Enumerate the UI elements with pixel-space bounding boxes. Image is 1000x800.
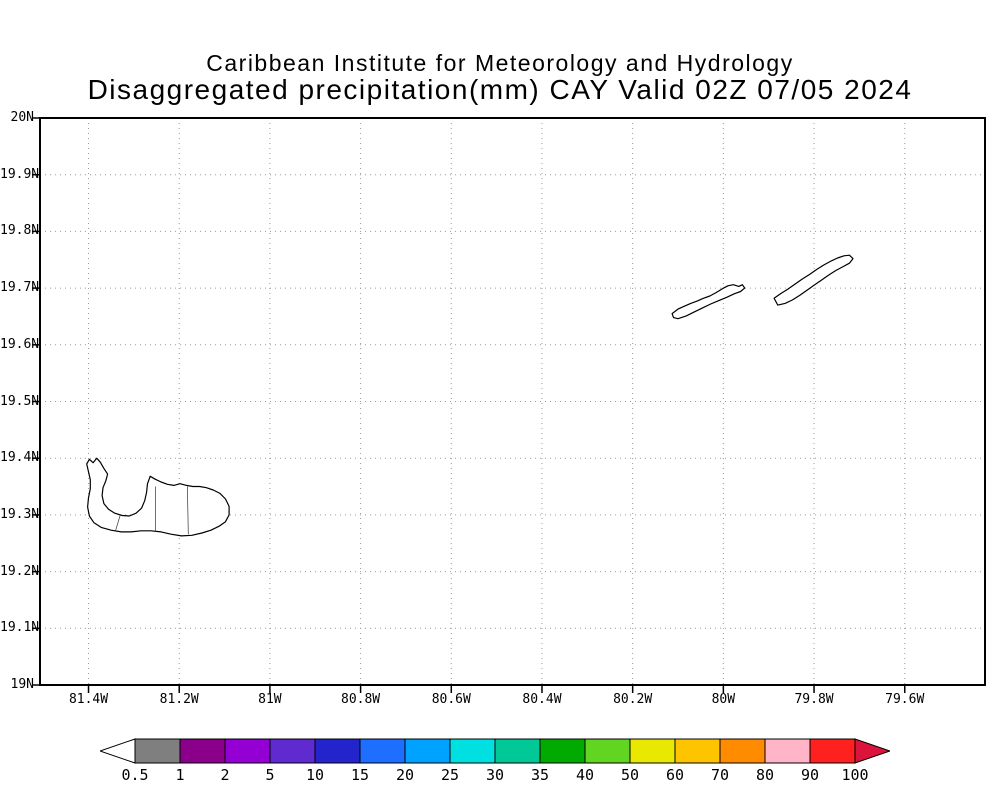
colorbar-tick-label: 10 [305,766,325,784]
colorbar-tick-label: 100 [841,766,869,784]
colorbar-segment [674,738,721,764]
colorbar-segment [539,738,586,764]
colorbar-tick-label: 0.5 [121,766,149,784]
colorbar-tick-label: 90 [800,766,820,784]
x-axis-tick-label: 79.8W [794,692,834,707]
colorbar-tick-label: 25 [440,766,460,784]
colorbar-tick-label: 30 [485,766,505,784]
colorbar-segment [269,738,316,764]
x-axis-tick-label: 80.4W [522,692,562,707]
colorbar-tick-label: 50 [620,766,640,784]
map-canvas [32,117,986,693]
district-boundary [115,514,121,531]
coastline-grand-cayman [86,457,230,537]
colorbar-tick-label: 80 [755,766,775,784]
y-axis-tick-label: 19.1N [0,620,40,636]
y-axis-tick-label: 19.4N [0,450,40,466]
y-axis-tick-label: 19N [10,677,34,692]
coastline-little-cayman [671,284,746,320]
colorbar-tick-label: 70 [710,766,730,784]
colorbar-segment [584,738,631,764]
colorbar-segment [809,738,856,764]
x-axis-tick-label: 81.4W [68,692,109,707]
x-axis-tick-label: 80.6W [431,692,471,707]
x-axis-tick-label: 80W [711,692,736,707]
y-axis-tick-label: 19.8N [0,223,40,239]
colorbar-right-arrow [854,738,890,764]
x-axis-tick-label: 79.6W [885,692,925,707]
district-boundary [187,486,189,535]
colorbar-segment [449,738,496,764]
y-axis-tick-label: 19.2N [0,563,40,579]
y-axis-tick-label: 19.5N [0,393,40,409]
colorbar-segment [494,738,541,764]
colorbar-segment [629,738,676,764]
map-frame [39,117,986,686]
y-axis-tick-label: 19.3N [0,506,40,522]
x-axis-tick-label: 80.2W [613,692,653,707]
colorbar-tick-label: 2 [220,766,230,784]
x-axis-tick-label: 81.2W [159,692,199,707]
colorbar-segment [404,738,451,764]
colorbar-tick-label: 15 [350,766,370,784]
y-axis-tick-label: 19.7N [0,280,40,296]
x-axis-tick-label: 81W [258,692,282,707]
colorbar-segment [179,738,226,764]
y-axis-tick-label: 19.6N [0,336,40,352]
colorbar-tick-label: 1 [175,766,185,784]
colorbar-left-arrow [100,738,136,764]
colorbar-segment [359,738,406,764]
institution-title: Caribbean Institute for Meteorology and … [206,50,794,76]
colorbar-tick-label: 20 [395,766,415,784]
coastline-cayman-brac [773,254,854,306]
colorbar [100,738,890,764]
colorbar-segment [764,738,811,764]
y-axis-tick-label: 19.9N [0,166,40,182]
x-axis-tick-label: 80.8W [341,692,381,707]
colorbar-tick-label: 35 [530,766,550,784]
chart-title: Disaggregated precipitation(mm) CAY Vali… [87,74,913,105]
colorbar-tick-label: 40 [575,766,595,784]
colorbar-tick-label: 60 [665,766,685,784]
colorbar-segment [719,738,766,764]
colorbar-tick-label: 5 [265,766,275,784]
colorbar-segment [314,738,361,764]
y-axis-tick-label: 20N [10,110,34,125]
colorbar-segment [224,738,271,764]
colorbar-segment [134,738,181,764]
